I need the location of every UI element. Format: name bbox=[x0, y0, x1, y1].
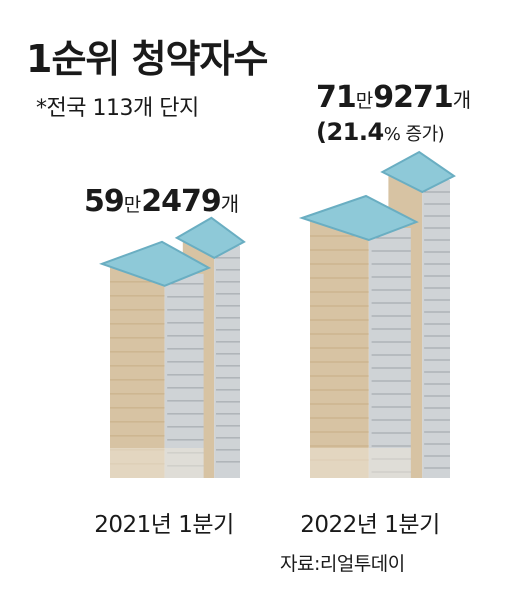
building-2022 bbox=[298, 150, 456, 478]
category-label-2022: 2022년 1분기 bbox=[300, 512, 440, 538]
back-tower-roof-2021 bbox=[174, 216, 246, 259]
chart-title: 1순위 청약자수 bbox=[26, 37, 268, 81]
value-unit-2022: 개 bbox=[452, 88, 472, 112]
chart-subtitle: *전국 113개 단지 bbox=[36, 96, 199, 121]
change-unit: % 증가) bbox=[383, 124, 445, 145]
front-tower-roof-2021 bbox=[99, 240, 212, 287]
building-base-2021 bbox=[110, 448, 204, 478]
building-2021 bbox=[99, 216, 246, 478]
value-man-2022: 71 bbox=[316, 80, 357, 115]
value-man-2021: 59 bbox=[84, 184, 125, 219]
value-label-2021: 59만2479개 bbox=[84, 184, 239, 219]
front-tower-face-2021 bbox=[110, 263, 165, 478]
building-base-2022 bbox=[310, 448, 411, 478]
value-man-unit-2021: 만 bbox=[123, 194, 142, 216]
front-tower-side-2021 bbox=[164, 273, 204, 478]
category-label-2021: 2021년 1분기 bbox=[94, 512, 234, 538]
front-tower-roof-2022 bbox=[298, 194, 419, 242]
front-tower-side-2022 bbox=[368, 228, 411, 478]
value-rest-2022: 9271 bbox=[373, 80, 453, 115]
change-label: (21.4% 증가) bbox=[316, 118, 445, 146]
back-tower-side-2022 bbox=[422, 180, 450, 478]
back-tower-roof-2022 bbox=[380, 150, 456, 194]
value-rest-2021: 2479 bbox=[141, 184, 221, 219]
value-unit-2021: 개 bbox=[220, 192, 240, 216]
value-man-unit-2022: 만 bbox=[355, 90, 374, 112]
change-value: (21.4 bbox=[316, 118, 384, 146]
back-tower-side-2021 bbox=[214, 245, 240, 478]
value-label-2022: 71만9271개 bbox=[316, 80, 471, 115]
source-label: 자료:리얼투데이 bbox=[280, 553, 405, 575]
